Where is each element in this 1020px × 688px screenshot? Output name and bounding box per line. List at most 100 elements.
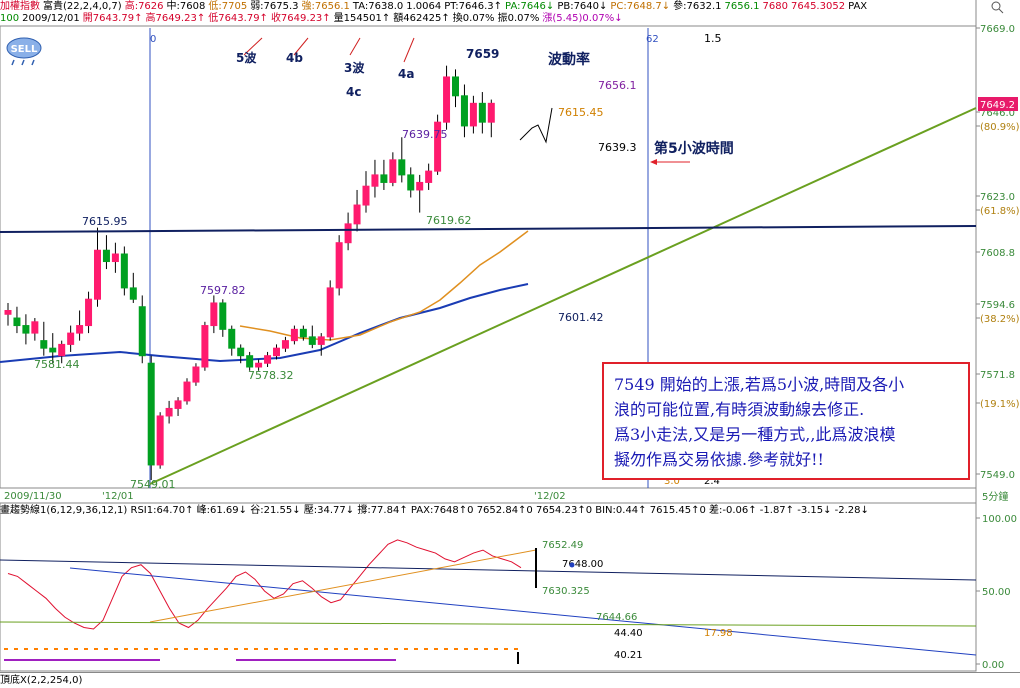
analysis-note: 7549 開始的上漲,若爲5小波,時間及各小 浪的可能位置,有時須波動線去修正.… [602, 362, 970, 480]
bottom-dot-orange-27 [274, 648, 278, 650]
header-field-2-10: 漲(5.45)0.07%↓ [542, 13, 623, 24]
bottom-dot-orange-31 [314, 648, 318, 650]
price-axis-label-2: (80.9%) [980, 122, 1020, 133]
rsi-line [7, 539, 522, 630]
bottom-dot-orange-12 [124, 648, 128, 650]
header-line-1: 加權指數 富貴(22,2,4,0,7) 高:7626 中:7608 低:7705 弱:76… [0, 0, 1020, 13]
candle-body-48 [434, 121, 442, 172]
bottom-dot-orange-9 [94, 648, 98, 650]
header-field-15: 7680 [762, 1, 788, 12]
note-line-3: 爲3小走法,又是另一種方式,,此爲波浪模 [614, 425, 896, 444]
bottom-indicator-label: 頂底X(2,2,254,0) [0, 675, 83, 686]
header-field-13: 參:7632.1 [673, 1, 722, 12]
candle-body-16 [147, 362, 155, 466]
candle-body-25 [228, 328, 236, 349]
candle-body-39 [353, 204, 361, 225]
annotation-3: 4c [346, 85, 361, 99]
bottom-dot-orange-13 [134, 648, 138, 650]
horizontal-resistance-line [0, 225, 977, 233]
indicator-label-4: 44.40 [614, 628, 643, 639]
annotation-11: 第5小波時間 [654, 140, 734, 157]
bottom-dot-orange-4 [44, 648, 48, 650]
candle-body-49 [443, 76, 451, 123]
bottom-dot-orange-14 [144, 648, 148, 650]
annotation-18: 7601.42 [558, 311, 604, 324]
bottom-dot-orange-17 [174, 648, 178, 650]
bottom-dot-orange-33 [334, 648, 338, 650]
annotation-6: 波動率 [548, 51, 590, 68]
magnifier-handle [998, 8, 1004, 14]
bottom-dot-orange-8 [84, 648, 88, 650]
price-axis-label-3: 7623.0 [980, 192, 1015, 203]
bottom-dot-orange-5 [54, 648, 58, 650]
wave-time-arrowhead [650, 159, 657, 165]
candle-body-40 [362, 185, 370, 206]
candle-body-9 [85, 298, 93, 327]
header-field-2-6: 量154501↑ [333, 13, 391, 24]
header-field-2-9: 振0.07% [497, 13, 540, 24]
time-label-2: '12/02 [534, 491, 566, 502]
price-axis-label-6: 7594.6 [980, 300, 1015, 311]
indicator-header: 畫趨勢線1(6,12,9,36,12,1) RSI1:64.70↑ 峰:61.6… [0, 505, 869, 516]
wave-arrow-2 [349, 37, 361, 56]
price-axis-label-5: 7608.8 [980, 248, 1015, 259]
header-field-11: PB:7640↓ [557, 1, 608, 12]
price-axis-label-7: (38.2%) [980, 314, 1020, 325]
bottom-dot-orange-45 [454, 648, 458, 650]
indicator-trend-orange [149, 549, 537, 623]
candle-body-32 [290, 328, 298, 342]
candle-body-43 [389, 159, 397, 183]
indicator-label-1: 7648.00 [562, 559, 603, 570]
candle-body-28 [255, 362, 263, 368]
candle-body-53 [478, 102, 486, 123]
annotation-16: 7581.44 [34, 358, 80, 371]
candle-body-37 [335, 242, 343, 289]
bottom-dot-orange-11 [114, 648, 118, 650]
note-line-1: 7549 開始的上漲,若爲5小波,時間及各小 [614, 375, 905, 394]
annotation-9: 7615.45 [558, 106, 604, 119]
candle-body-46 [416, 181, 424, 191]
candle-body-14 [129, 287, 137, 300]
bottom-dot-orange-50 [504, 648, 508, 650]
bottom-dot-orange-3 [34, 648, 38, 650]
bottom-dot-orange-20 [204, 648, 208, 650]
header-field-1: 富貴(22,2,4,0,7) [43, 1, 122, 12]
header-field-2-0: 100 [0, 13, 20, 24]
indicator-label-3: 7644.66 [596, 612, 637, 623]
bottom-dot-orange-41 [414, 648, 418, 650]
header-field-2-1: 2009/12/01 [22, 13, 80, 24]
candle-body-52 [469, 102, 477, 127]
candle-body-5 [49, 347, 57, 353]
wave-arrow-1 [293, 37, 309, 56]
header-field-2: 高:7626 [124, 1, 164, 12]
indicator-label-0: 7652.49 [542, 540, 583, 551]
annotation-12: 7615.95 [82, 215, 128, 228]
header-field-2-3: 高7649.23↑ [145, 13, 206, 24]
indicator-trend-blue [69, 567, 977, 656]
note-line-4: 擬勿作爲交易依據.參考就好!! [614, 450, 824, 469]
header-field-8: 1.0064 [406, 1, 442, 12]
price-axis-label-8: 7571.8 [980, 370, 1015, 381]
candle-body-29 [264, 355, 272, 364]
bottom-dot-orange-46 [464, 648, 468, 650]
bottom-dot-orange-25 [254, 648, 258, 650]
bottom-dot-orange-42 [424, 648, 428, 650]
price-axis-label-4: (61.8%) [980, 206, 1020, 217]
header-field-2-5: 收7649.23↑ [270, 13, 331, 24]
candle-body-2 [22, 325, 30, 334]
header-field-3: 中:7608 [166, 1, 206, 12]
indicator-axis-label-0: 100.00 [982, 514, 1017, 525]
indicator-label-5: 17.98 [704, 628, 733, 639]
candle-body-33 [299, 328, 307, 338]
header-field-14: 7656.1 [724, 1, 760, 12]
indicator-trend-navy [0, 559, 977, 581]
candle-body-27 [246, 355, 254, 368]
wave-arrow-3 [403, 37, 415, 63]
candle-body-7 [67, 332, 75, 345]
sell-signal-icon: SELL [4, 36, 44, 66]
vertical-mark-0: 0 [150, 34, 156, 45]
annotation-10: 7639.3 [598, 141, 637, 154]
bottom-dot-orange-51 [514, 648, 518, 650]
bottom-dot-orange-7 [74, 648, 78, 650]
candle-body-26 [237, 347, 245, 357]
